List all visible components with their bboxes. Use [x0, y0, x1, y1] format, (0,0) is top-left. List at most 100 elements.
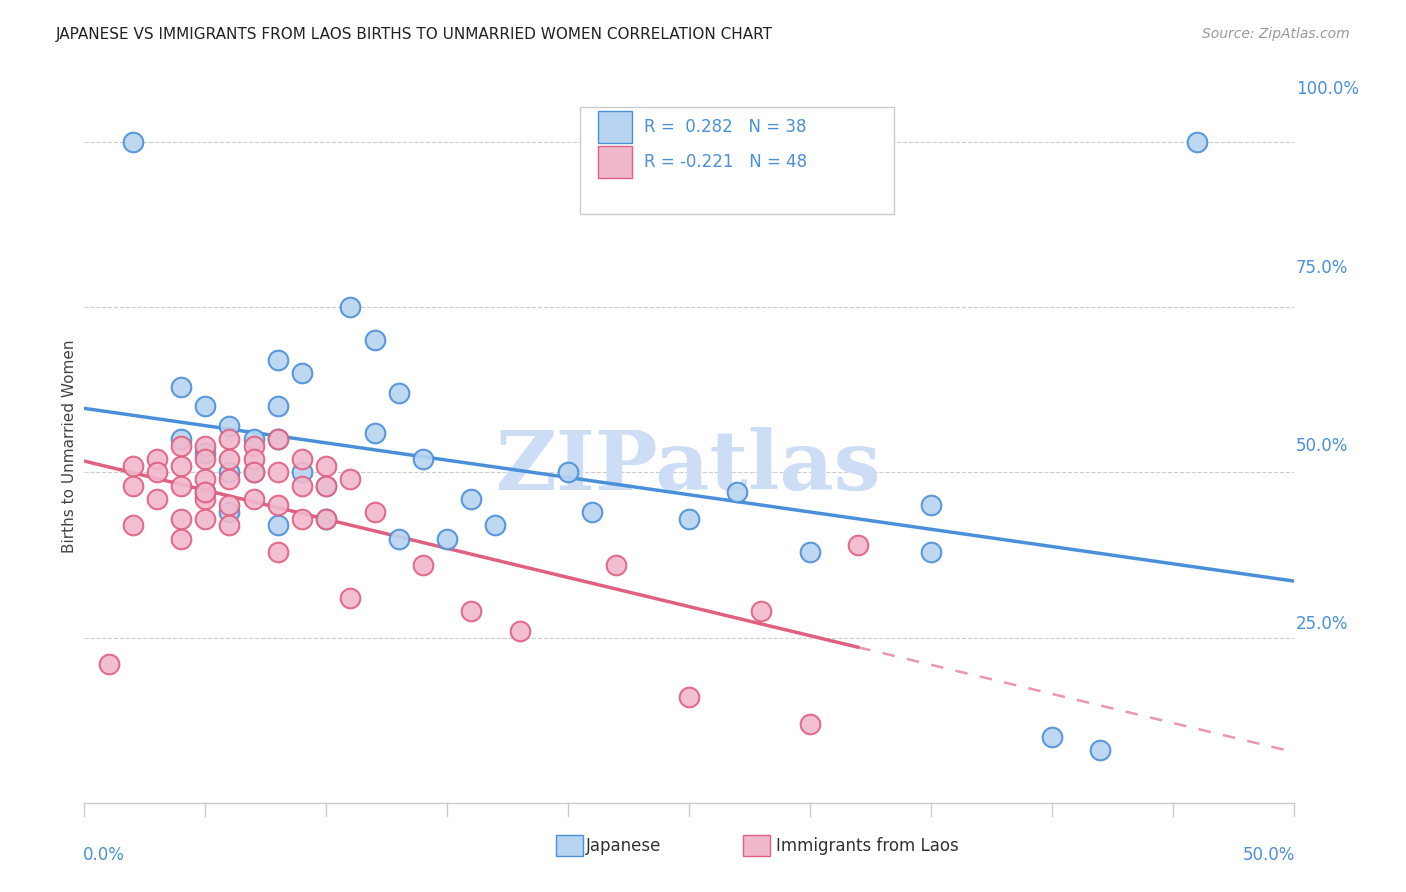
Point: [267, 518, 290, 533]
Point: [242, 466, 264, 480]
Point: [363, 425, 385, 440]
Text: 50.0%: 50.0%: [1296, 437, 1348, 455]
Point: [267, 466, 290, 480]
FancyBboxPatch shape: [599, 146, 633, 178]
Point: [291, 452, 314, 467]
Point: [194, 439, 217, 453]
Point: [315, 458, 337, 473]
Point: [363, 505, 385, 519]
Point: [194, 472, 217, 486]
Text: Immigrants from Laos: Immigrants from Laos: [776, 837, 959, 855]
Point: [267, 545, 290, 559]
Y-axis label: Births to Unmarried Women: Births to Unmarried Women: [62, 339, 77, 553]
Point: [315, 511, 337, 525]
Point: [751, 604, 773, 618]
Point: [121, 478, 143, 492]
Point: [194, 452, 217, 467]
Point: [315, 478, 337, 492]
Text: Japanese: Japanese: [586, 837, 662, 855]
Point: [194, 400, 217, 414]
Point: [291, 466, 314, 480]
Point: [170, 458, 193, 473]
Point: [267, 433, 290, 447]
Point: [242, 452, 264, 467]
Point: [581, 505, 603, 519]
Point: [267, 499, 290, 513]
Point: [291, 511, 314, 525]
Point: [1185, 135, 1208, 149]
Point: [194, 485, 217, 500]
Text: ZIPatlas: ZIPatlas: [496, 427, 882, 508]
Point: [725, 485, 748, 500]
Point: [242, 491, 264, 506]
Point: [388, 386, 411, 401]
Point: [218, 518, 240, 533]
Point: [605, 558, 627, 572]
Point: [97, 657, 120, 671]
Point: [194, 511, 217, 525]
Text: 75.0%: 75.0%: [1296, 259, 1348, 277]
Point: [218, 452, 240, 467]
Text: R =  0.282   N = 38: R = 0.282 N = 38: [644, 118, 807, 136]
Point: [121, 518, 143, 533]
Point: [846, 538, 869, 552]
Point: [484, 518, 506, 533]
Text: 25.0%: 25.0%: [1296, 615, 1348, 633]
Point: [799, 716, 821, 731]
Point: [412, 558, 434, 572]
Point: [436, 532, 458, 546]
Point: [218, 505, 240, 519]
Point: [170, 511, 193, 525]
Point: [267, 433, 290, 447]
FancyBboxPatch shape: [555, 835, 582, 856]
Point: [509, 624, 531, 638]
Point: [678, 511, 700, 525]
Point: [315, 511, 337, 525]
Point: [170, 532, 193, 546]
Point: [460, 604, 482, 618]
Text: R = -0.221   N = 48: R = -0.221 N = 48: [644, 153, 807, 171]
Point: [121, 135, 143, 149]
Point: [242, 466, 264, 480]
Point: [194, 485, 217, 500]
Point: [146, 466, 169, 480]
Point: [678, 690, 700, 704]
FancyBboxPatch shape: [581, 107, 894, 214]
Point: [460, 491, 482, 506]
Point: [291, 478, 314, 492]
Point: [170, 379, 193, 393]
Point: [146, 452, 169, 467]
Point: [218, 499, 240, 513]
Point: [1040, 730, 1063, 744]
Point: [242, 439, 264, 453]
Text: 0.0%: 0.0%: [83, 846, 125, 863]
Point: [170, 439, 193, 453]
Text: 50.0%: 50.0%: [1243, 846, 1295, 863]
Point: [121, 458, 143, 473]
Point: [339, 300, 361, 314]
Point: [388, 532, 411, 546]
Point: [170, 433, 193, 447]
Point: [339, 472, 361, 486]
Point: [291, 367, 314, 381]
Point: [557, 466, 579, 480]
Point: [315, 478, 337, 492]
Point: [218, 472, 240, 486]
Point: [363, 333, 385, 347]
Point: [920, 499, 942, 513]
Point: [799, 545, 821, 559]
Point: [218, 419, 240, 434]
Text: JAPANESE VS IMMIGRANTS FROM LAOS BIRTHS TO UNMARRIED WOMEN CORRELATION CHART: JAPANESE VS IMMIGRANTS FROM LAOS BIRTHS …: [56, 27, 773, 42]
Point: [339, 591, 361, 605]
Text: 100.0%: 100.0%: [1296, 80, 1360, 98]
Point: [146, 491, 169, 506]
Point: [1088, 743, 1111, 757]
FancyBboxPatch shape: [744, 835, 770, 856]
FancyBboxPatch shape: [599, 111, 633, 143]
Point: [194, 445, 217, 459]
Point: [412, 452, 434, 467]
Point: [242, 433, 264, 447]
Point: [170, 478, 193, 492]
Point: [267, 400, 290, 414]
Point: [194, 491, 217, 506]
